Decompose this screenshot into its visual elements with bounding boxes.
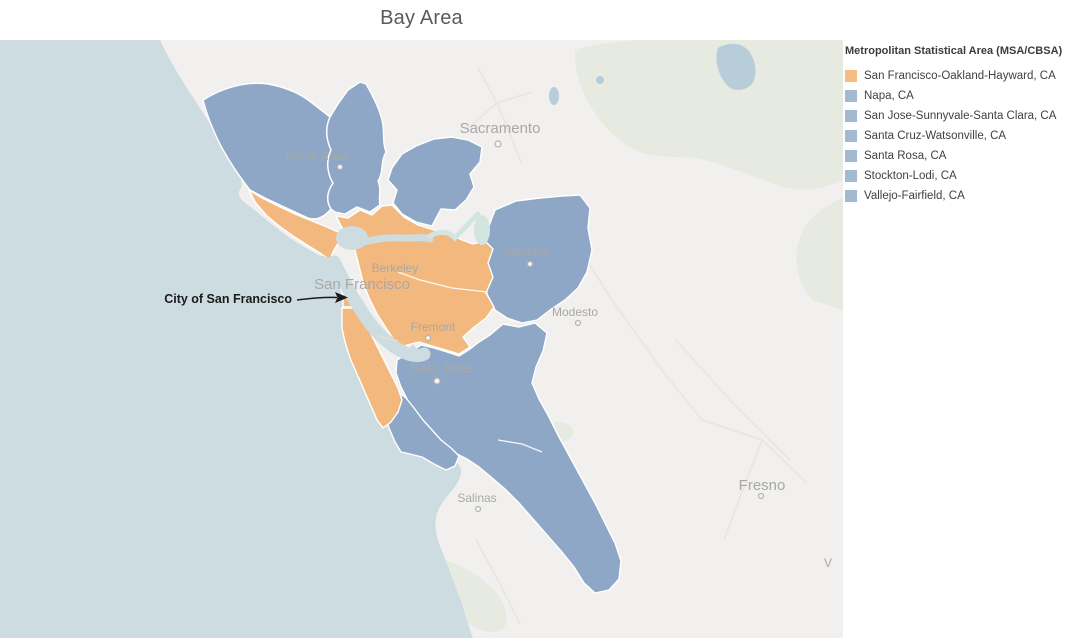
annotation-arrowhead-icon [335,292,348,303]
city-label-v-partial: V [824,556,832,570]
bay-area-map[interactable]: Sacramento Santa Rosa Stockton Berkeley … [0,39,843,638]
legend-item-label: Napa, CA [864,90,914,102]
city-label-san-jose: San José [410,360,473,377]
legend: Metropolitan Statistical Area (MSA/CBSA)… [845,45,1081,206]
msa-region-santa-cruz-watsonville[interactable] [384,391,460,471]
legend-item-label: Stockton-Lodi, CA [864,170,957,182]
legend-item-san-jose[interactable]: San Jose-Sunnyvale-Santa Clara, CA [845,106,1081,126]
legend-item-label: San Francisco-Oakland-Hayward, CA [864,70,1056,82]
county-border-lines [397,271,543,453]
legend-item-label: Santa Cruz-Watsonville, CA [864,130,1007,142]
annotation-text: City of San Francisco [164,292,292,306]
terrain-patches [439,39,843,633]
legend-title: Metropolitan Statistical Area (MSA/CBSA) [845,45,1063,57]
city-dots [336,140,765,513]
legend-item-label: San Jose-Sunnyvale-Santa Clara, CA [864,110,1057,122]
legend-item-label: Vallejo-Fairfield, CA [864,190,965,202]
legend-item-stockton-lodi[interactable]: Stockton-Lodi, CA [845,166,1081,186]
city-label-fremont: Fremont [411,320,456,334]
city-label-san-francisco: San Francisco [314,276,410,293]
legend-swatch-blue [845,150,857,162]
city-label-salinas: Salinas [457,491,496,505]
legend-swatch-blue [845,130,857,142]
page-title: Bay Area [380,7,463,29]
county-marin[interactable] [248,189,344,261]
city-label-modesto: Modesto [552,305,598,319]
map-canvas[interactable]: Sacramento Santa Rosa Stockton Berkeley … [0,39,843,638]
county-san-mateo[interactable] [341,307,403,429]
annotation-city-of-san-francisco: City of San Francisco [164,292,348,306]
msa-region-vallejo-fairfield[interactable] [387,136,483,227]
lakes [549,43,756,105]
pacific-ocean [0,40,473,638]
legend-item-vallejo-fairfield[interactable]: Vallejo-Fairfield, CA [845,186,1081,206]
city-label-santa-rosa: Santa Rosa [286,149,349,163]
legend-swatch-blue [845,90,857,102]
annotation-arrow-line [296,296,338,301]
legend-item-sf-oakland-hayward[interactable]: San Francisco-Oakland-Hayward, CA [845,66,1081,86]
city-label-fresno: Fresno [739,477,786,494]
legend-item-label: Santa Rosa, CA [864,150,947,162]
legend-swatch-blue [845,190,857,202]
legend-swatch-orange [845,70,857,82]
city-label-berkeley: Berkeley [372,261,419,275]
bay-waters [318,211,490,363]
city-label-sacramento: Sacramento [460,120,541,137]
msa-region-napa[interactable] [326,81,387,215]
city-label-stockton: Stockton [504,245,551,259]
legend-item-napa[interactable]: Napa, CA [845,86,1081,106]
legend-item-santa-cruz[interactable]: Santa Cruz-Watsonville, CA [845,126,1081,146]
legend-swatch-blue [845,110,857,122]
legend-swatch-blue [845,170,857,182]
legend-item-santa-rosa[interactable]: Santa Rosa, CA [845,146,1081,166]
